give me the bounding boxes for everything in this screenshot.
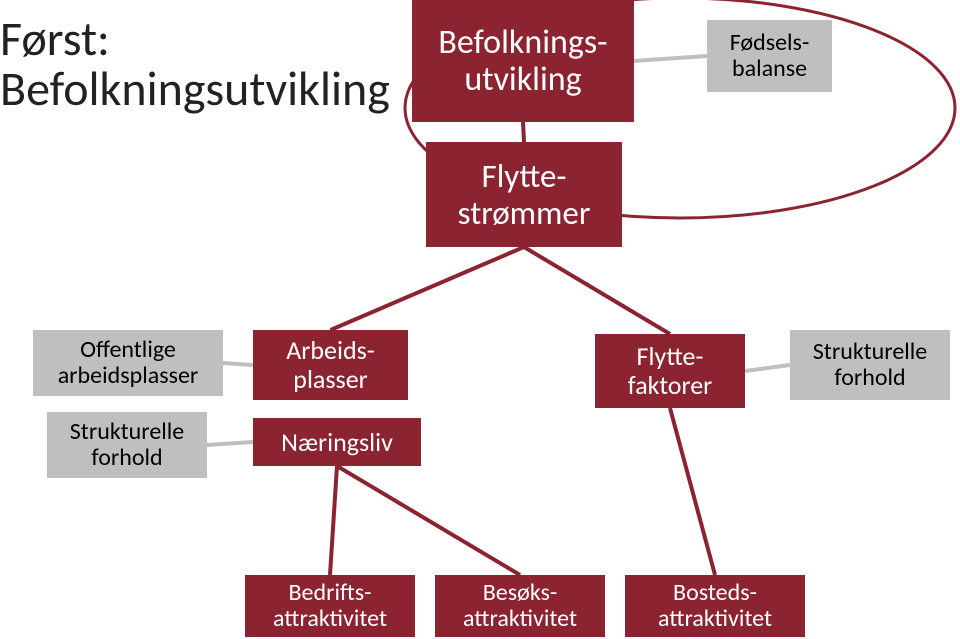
- node-arbeidsplasser: Arbeids-plasser: [253, 330, 408, 400]
- node-befolkningsutvikling: Befolknings-utvikling: [412, 0, 634, 122]
- node-fodselsbalanse: Fødsels-balanse: [707, 20, 832, 92]
- title-line1: Først:: [0, 14, 390, 64]
- connector: [223, 363, 253, 365]
- node-besoksattraktivitet: Besøks-attraktivitet: [435, 575, 605, 637]
- connector: [670, 408, 715, 575]
- node-flyttefaktorer: Flytte-faktorer: [595, 334, 745, 408]
- connector: [523, 122, 524, 142]
- connector: [207, 442, 253, 445]
- connector: [330, 466, 337, 575]
- node-strukturelle-forhold-right: Strukturelleforhold: [790, 330, 950, 400]
- node-flyttestrommer: Flytte-strømmer: [426, 142, 622, 247]
- node-offentlige-arbeidsplasser: Offentligearbeidsplasser: [33, 330, 223, 396]
- connector: [745, 365, 790, 371]
- diagram-stage: Først: Befolkningsutvikling Befolknings-…: [0, 0, 960, 639]
- title-line2: Befolkningsutvikling: [0, 64, 390, 114]
- node-strukturelle-forhold-left: Strukturelleforhold: [47, 412, 207, 478]
- connector: [524, 247, 670, 334]
- page-title: Først: Befolkningsutvikling: [0, 14, 390, 115]
- node-naeringsliv: Næringsliv: [253, 418, 421, 466]
- connector: [331, 247, 525, 330]
- connector: [337, 466, 520, 575]
- node-bostedsattraktivitet: Bosteds-attraktivitet: [625, 575, 805, 637]
- node-bedriftsattraktivitet: Bedrifts-attraktivitet: [245, 575, 415, 637]
- connector: [634, 56, 707, 61]
